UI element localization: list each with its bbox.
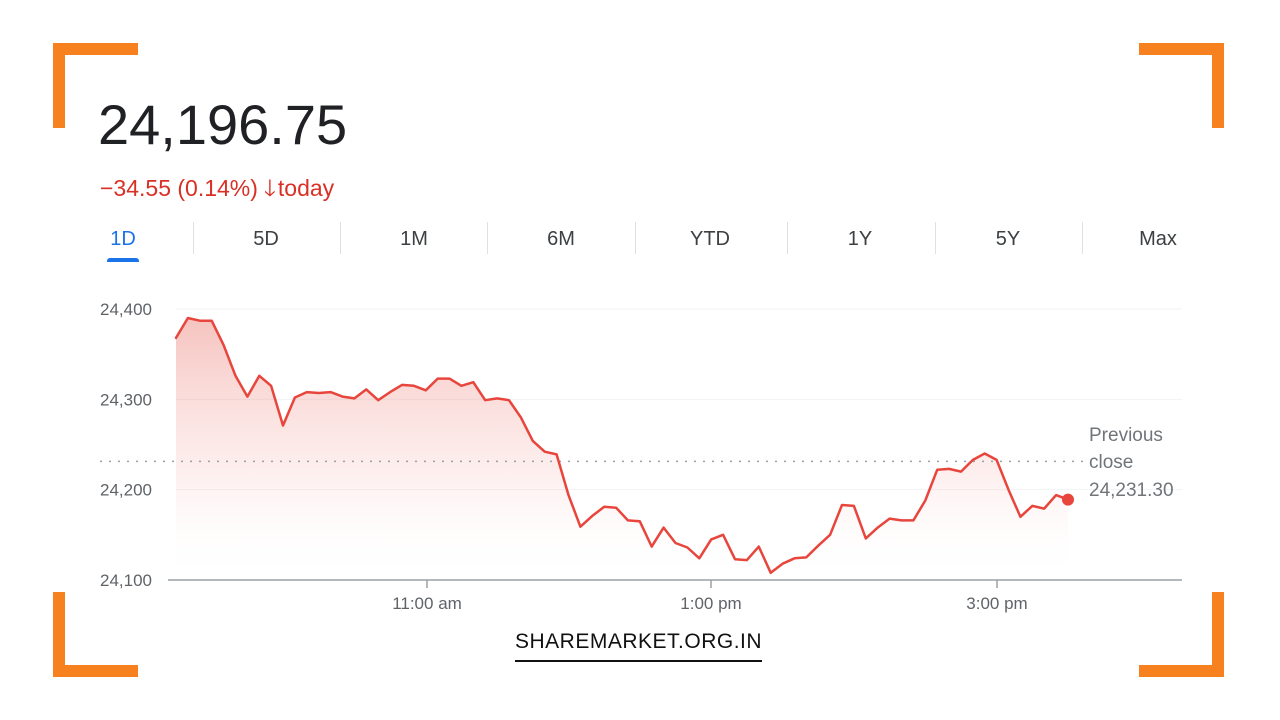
x-tick-label: 1:00 pm — [680, 594, 741, 613]
tab-divider — [193, 222, 194, 254]
tab-divider — [340, 222, 341, 254]
y-tick-label: 24,400 — [100, 300, 152, 319]
previous-close-value: 24,231.30 — [1089, 480, 1174, 501]
frame-corner-top-left — [53, 43, 138, 128]
previous-close-label-line1: Previous — [1089, 425, 1163, 446]
y-tick-label: 24,200 — [100, 481, 152, 500]
tab-1d[interactable]: 1D — [98, 218, 148, 262]
x-axis-labels: 11:00 am 1:00 pm 3:00 pm — [392, 594, 1028, 613]
last-price-point — [1062, 493, 1074, 506]
price-change-value: −34.55 (0.14%) — [100, 175, 258, 201]
tab-divider — [487, 222, 488, 254]
frame-corner-bottom-left — [53, 592, 138, 677]
x-axis-ticks — [426, 580, 998, 588]
tab-5y[interactable]: 5Y — [995, 228, 1021, 250]
frame-corner-top-right — [1139, 43, 1224, 128]
price-area — [176, 318, 1068, 580]
x-tick-label: 3:00 pm — [966, 594, 1027, 613]
previous-close-label-line2: close — [1089, 452, 1133, 473]
tab-divider — [635, 222, 636, 254]
brand-watermark: SHAREMARKET.ORG.IN — [515, 630, 763, 662]
frame-corner-bottom-right — [1139, 592, 1224, 677]
y-tick-label: 24,100 — [100, 571, 152, 590]
tab-divider — [1082, 222, 1083, 254]
tab-divider — [787, 222, 788, 254]
tab-1y[interactable]: 1Y — [847, 228, 873, 250]
tab-1m[interactable]: 1M — [400, 228, 428, 250]
y-axis-labels: 24,400 24,300 24,200 24,100 — [100, 300, 152, 590]
tab-ytd[interactable]: YTD — [690, 228, 730, 250]
x-tick-label: 11:00 am — [392, 594, 462, 613]
tab-5d[interactable]: 5D — [253, 228, 279, 250]
tab-max[interactable]: Max — [1139, 228, 1177, 250]
current-price: 24,196.75 — [98, 93, 348, 156]
arrow-down-icon: 🡓 — [263, 175, 276, 201]
y-tick-label: 24,300 — [100, 390, 152, 409]
price-line — [174, 316, 1070, 575]
price-change-period: today — [277, 175, 335, 201]
tab-divider — [935, 222, 936, 254]
time-range-tabs: 1D 5D 1M 6M YTD 1Y 5Y Max — [90, 218, 1190, 262]
tab-6m[interactable]: 6M — [547, 228, 575, 250]
price-change: −34.55 (0.14%) 🡓today — [100, 172, 334, 211]
